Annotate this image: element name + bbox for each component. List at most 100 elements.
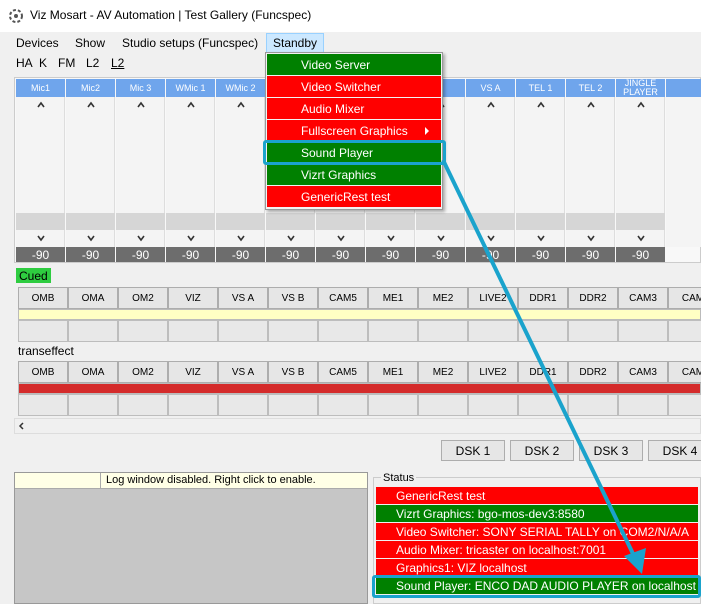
menu-item[interactable]: Devices [16,36,59,50]
source-slot [618,320,668,342]
dsk-button[interactable]: DSK 3 [579,440,643,461]
dsk-button[interactable]: DSK 2 [510,440,574,461]
fader-track [466,213,515,230]
source-button[interactable]: CAM3 [618,287,668,309]
toolbar-button[interactable]: FM [58,56,76,70]
dsk-button[interactable]: DSK 4 [648,440,701,461]
source-button[interactable]: DDR2 [568,361,618,383]
dropdown-item[interactable]: GenericRest test [267,186,441,207]
fader-track [16,213,65,230]
source-button[interactable]: CAM3 [618,361,668,383]
toolbar-button[interactable]: K [39,56,48,70]
source-button[interactable]: VIZ [168,361,218,383]
source-slot [268,320,318,342]
level-readout: -90 [366,247,415,262]
toolbar-button[interactable]: L2 [86,56,100,70]
fader-up[interactable] [586,101,596,109]
source-button[interactable]: CAM [668,287,701,309]
fader-down[interactable] [586,234,596,242]
status-item: Vizrt Graphics: bgo-mos-dev3:8580 [376,505,698,522]
source-button[interactable]: ME2 [418,361,468,383]
dropdown-item[interactable]: Audio Mixer [267,98,441,119]
source-button[interactable]: ME1 [368,361,418,383]
fader-track [316,213,365,230]
fader-down[interactable] [486,234,496,242]
dropdown-item[interactable]: Sound Player [267,142,441,163]
log-column [100,473,101,489]
fader-down[interactable] [36,234,46,242]
fader-down[interactable] [136,234,146,242]
source-button[interactable]: OM2 [118,287,168,309]
fader-up[interactable] [636,101,646,109]
level-readout: -90 [16,247,65,262]
fader-track [516,213,565,230]
scroll-left[interactable] [17,421,27,431]
fader-down[interactable] [186,234,196,242]
dropdown-item[interactable]: Video Switcher [267,76,441,97]
dsk-button[interactable]: DSK 1 [441,440,505,461]
source-slot [18,394,68,416]
fader-down[interactable] [286,234,296,242]
source-slot [168,394,218,416]
source-button[interactable]: VIZ [168,287,218,309]
source-button[interactable]: OMB [18,361,68,383]
fader-down[interactable] [86,234,96,242]
fader-up[interactable] [136,101,146,109]
channel-header: TEL 2 [566,79,615,97]
fader-track [66,213,115,230]
channel-header: Mic1 [16,79,65,97]
source-button[interactable]: VS B [268,361,318,383]
source-button[interactable]: ME1 [368,287,418,309]
source-button[interactable]: VS A [218,287,268,309]
source-button[interactable]: ME2 [418,287,468,309]
source-button[interactable]: VS B [268,287,318,309]
fader-up[interactable] [86,101,96,109]
dropdown-item[interactable]: Fullscreen Graphics [267,120,441,141]
fader-down[interactable] [336,234,346,242]
fader-up[interactable] [186,101,196,109]
fader-up[interactable] [536,101,546,109]
status-item: Graphics1: VIZ localhost [376,559,698,576]
source-slot [618,394,668,416]
toolbar-button[interactable]: HA [16,56,33,70]
fader-down[interactable] [386,234,396,242]
fader-up[interactable] [36,101,46,109]
source-button[interactable]: DDR1 [518,361,568,383]
source-button[interactable]: OMA [68,361,118,383]
fader-track [116,213,165,230]
source-button[interactable]: OM2 [118,361,168,383]
source-button[interactable]: CAM5 [318,287,368,309]
fader-down[interactable] [536,234,546,242]
fader-down[interactable] [436,234,446,242]
level-readout: -90 [466,247,515,262]
row-strip [18,309,701,320]
fader-down[interactable] [236,234,246,242]
source-button[interactable]: DDR2 [568,287,618,309]
source-slot [668,320,701,342]
source-button[interactable]: OMA [68,287,118,309]
fader-up[interactable] [486,101,496,109]
fader-down[interactable] [636,234,646,242]
section-label: Cued [16,268,51,283]
level-readout: -90 [616,247,665,262]
log-window [14,472,368,604]
source-button[interactable]: LIVE2 [468,287,518,309]
source-button[interactable]: CAM [668,361,701,383]
source-button[interactable]: OMB [18,287,68,309]
source-button[interactable]: CAM5 [318,361,368,383]
menu-item[interactable]: Standby [266,33,325,53]
source-button[interactable]: LIVE2 [468,361,518,383]
dropdown-item[interactable]: Vizrt Graphics [267,164,441,185]
source-button[interactable]: VS A [218,361,268,383]
fader-track [266,213,315,230]
menu-item[interactable]: Studio setups (Funcspec) [122,36,259,50]
section-label: transeffect [18,343,74,358]
fader-up[interactable] [236,101,246,109]
dropdown-item[interactable]: Video Server [267,54,441,75]
menu-item[interactable]: Show [75,36,106,50]
toolbar-button[interactable]: L2 [111,56,125,70]
log-header [15,473,367,489]
source-button[interactable]: DDR1 [518,287,568,309]
row-strip [18,383,701,394]
